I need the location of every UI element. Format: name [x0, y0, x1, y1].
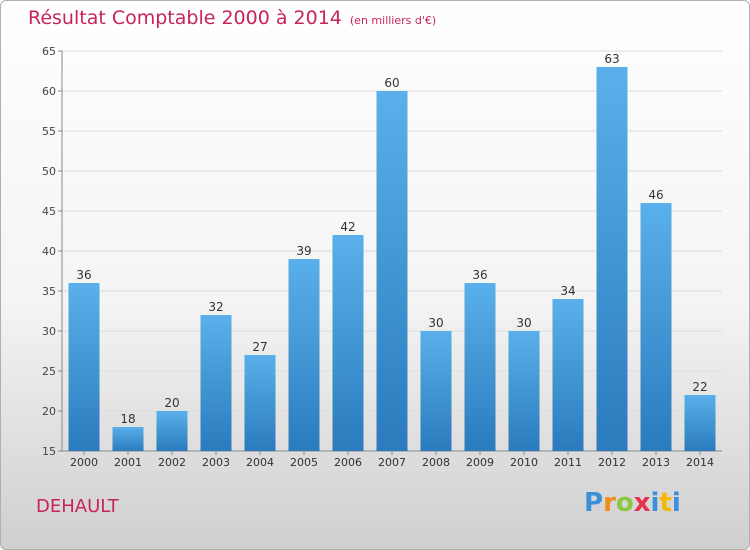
bar [244, 355, 276, 451]
data-labels: 36 18 20 32 27 39 42 60 30 36 30 34 63 46 22 [76, 52, 707, 426]
x-tick-label: 2009 [466, 456, 494, 469]
bar [684, 395, 716, 451]
bar [200, 315, 232, 451]
chart-title: Résultat Comptable 2000 à 2014 (en millie… [28, 7, 436, 29]
bar [464, 283, 496, 451]
bar [68, 283, 100, 451]
data-label: 39 [296, 244, 311, 258]
bar [640, 203, 672, 451]
data-label: 20 [164, 396, 179, 410]
data-label: 34 [560, 284, 575, 298]
bar [332, 235, 364, 451]
data-label: 36 [76, 268, 91, 282]
x-tick-label: 2013 [642, 456, 670, 469]
logo-letter: t [659, 488, 672, 518]
data-label: 46 [648, 188, 663, 202]
data-label: 27 [252, 340, 267, 354]
bar [596, 67, 628, 451]
data-label: 18 [120, 412, 135, 426]
x-tick-label: 2003 [202, 456, 230, 469]
y-tick-label: 20 [42, 405, 56, 418]
x-tick-label: 2007 [378, 456, 406, 469]
bar [288, 259, 320, 451]
y-tick-label: 45 [42, 205, 56, 218]
bar [508, 331, 540, 451]
x-tick-label: 2010 [510, 456, 538, 469]
data-label: 42 [340, 220, 355, 234]
y-tick-label: 15 [42, 445, 56, 458]
x-tick-label: 2011 [554, 456, 582, 469]
y-tick-label: 65 [42, 45, 56, 58]
title-main: Résultat Comptable 2000 à 2014 [28, 7, 342, 29]
x-tick-label: 2014 [686, 456, 714, 469]
data-label: 60 [384, 76, 399, 90]
logo-letter: o [615, 488, 634, 518]
x-tick-label: 2005 [290, 456, 318, 469]
bar [376, 91, 408, 451]
x-tick-label: 2001 [114, 456, 142, 469]
x-tick-label: 2000 [70, 456, 98, 469]
logo-letter: i [671, 488, 681, 518]
logo-letter: P [584, 488, 604, 518]
y-tick-label: 35 [42, 285, 56, 298]
data-label: 30 [428, 316, 443, 330]
x-tick-label: 2006 [334, 456, 362, 469]
y-tick-label: 50 [42, 165, 56, 178]
bar [112, 427, 144, 451]
y-tick-label: 40 [42, 245, 56, 258]
bar [420, 331, 452, 451]
commune-name: DEHAULT [36, 496, 119, 517]
y-tick-label: 60 [42, 85, 56, 98]
data-label: 30 [516, 316, 531, 330]
title-subtitle: (en milliers d'€) [349, 14, 437, 27]
data-label: 36 [472, 268, 487, 282]
y-tick-label: 30 [42, 325, 56, 338]
y-tick-label: 25 [42, 365, 56, 378]
bar [156, 411, 188, 451]
logo-letter: r [603, 488, 616, 518]
bars [68, 67, 716, 451]
x-tick-label: 2004 [246, 456, 274, 469]
x-tick-label: 2012 [598, 456, 626, 469]
bar [552, 299, 584, 451]
proxiti-logo: Proxiti [584, 488, 681, 518]
data-label: 63 [604, 52, 619, 66]
logo-letter: x [633, 488, 651, 518]
x-tick-label: 2002 [158, 456, 186, 469]
data-label: 22 [692, 380, 707, 394]
data-label: 32 [208, 300, 223, 314]
x-tick-label: 2008 [422, 456, 450, 469]
y-tick-label: 55 [42, 125, 56, 138]
logo-letter: i [650, 488, 660, 518]
